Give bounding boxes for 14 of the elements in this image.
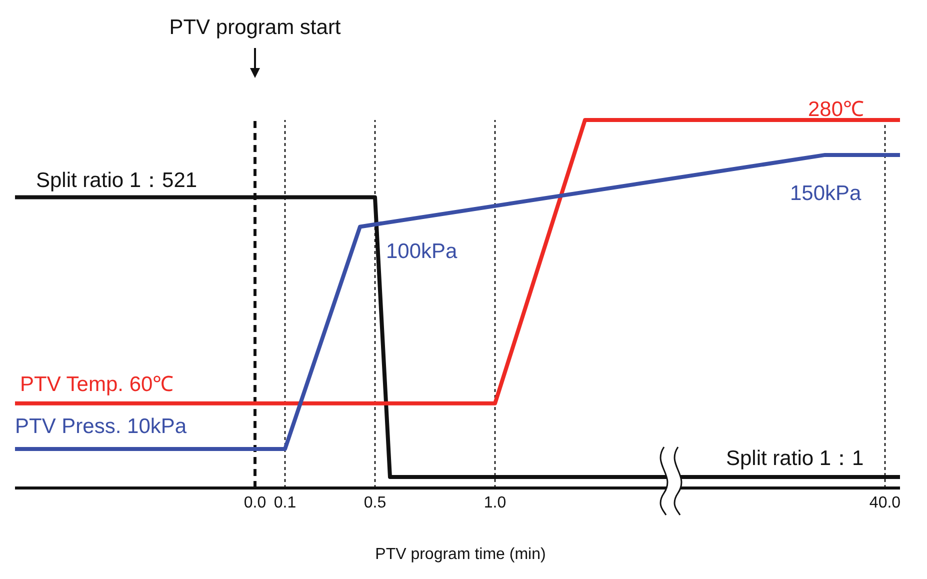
annotation: 100kPa [386, 240, 458, 264]
annotation: Split ratio 1：1 [726, 446, 864, 472]
x-tick-label: 0.0 [244, 494, 266, 512]
annotation: Split ratio 1：521 [36, 168, 198, 194]
annotation: PTV Press. 10kPa [15, 415, 187, 439]
annotation: 150kPa [790, 182, 862, 206]
x-tick-label: 0.1 [274, 494, 296, 512]
x-axis-title: PTV program time (min) [374, 546, 547, 564]
x-tick-label: 0.5 [364, 494, 386, 512]
annotation: PTV Temp. 60℃ [20, 372, 174, 397]
x-tick-label: 40.0 [869, 494, 901, 512]
x-tick-label: 1.0 [484, 494, 506, 512]
annotation: 280℃ [808, 97, 864, 122]
ref-line-label: PTV program start [168, 16, 342, 40]
